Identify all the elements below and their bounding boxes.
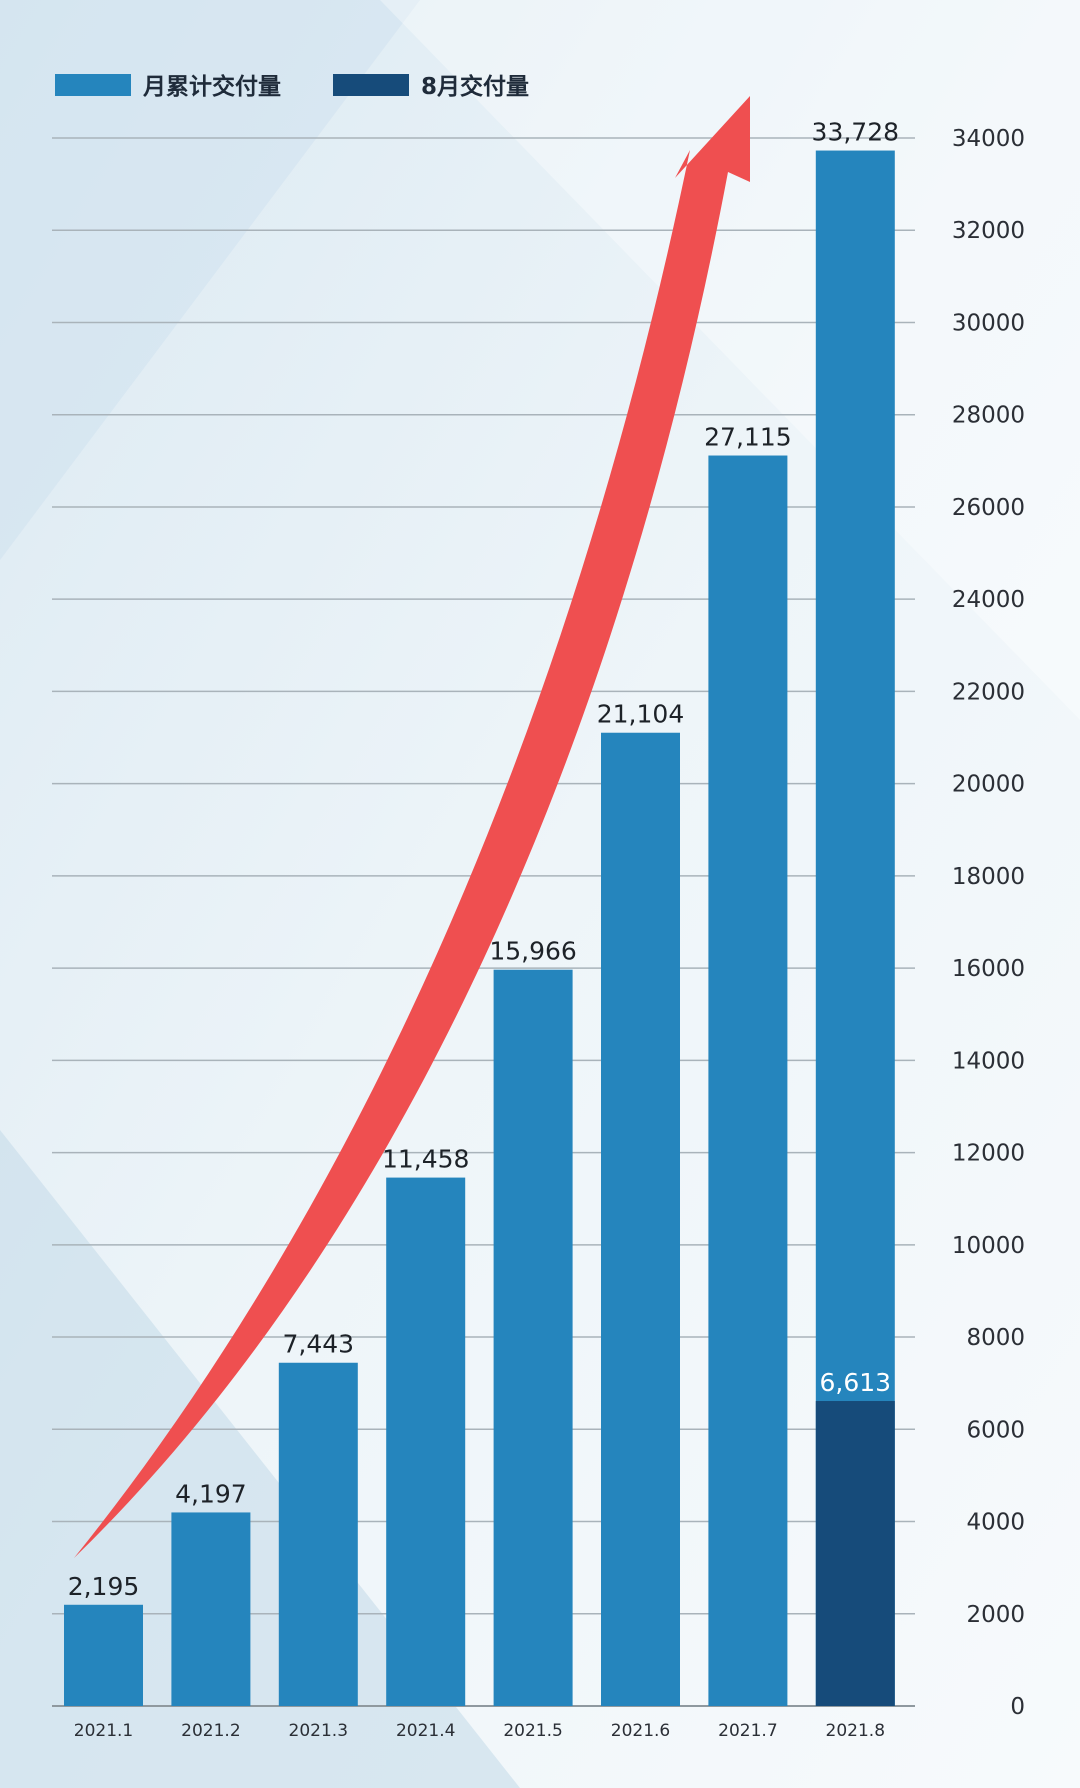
y-tick-label: 2000	[966, 1602, 1025, 1628]
bar-cumulative	[386, 1177, 466, 1706]
y-tick-label: 8000	[966, 1325, 1025, 1351]
x-axis-ticks: 2021.1 2021.2 2021.3 2021.4 2021.5 2021.6 2021…	[74, 1721, 885, 1741]
y-tick-label: 28000	[952, 403, 1025, 429]
y-tick-label: 12000	[952, 1141, 1025, 1167]
x-tick-label: 2021.8	[826, 1721, 885, 1741]
bar-cumulative	[278, 1362, 358, 1706]
data-label-august: 6,613	[820, 1368, 892, 1397]
y-tick-label: 16000	[952, 956, 1025, 982]
y-tick-label: 4000	[966, 1510, 1025, 1536]
y-tick-label: 6000	[966, 1417, 1025, 1443]
trend-arrow	[74, 96, 750, 1558]
y-tick-label: 20000	[952, 772, 1025, 798]
background-facet	[0, 0, 420, 560]
bar-cumulative	[64, 1604, 143, 1706]
background-facet	[380, 0, 1080, 720]
x-tick-label: 2021.6	[611, 1721, 670, 1741]
data-label-cumulative: 7,443	[283, 1330, 355, 1359]
legend-swatch-august	[333, 74, 409, 96]
x-tick-label: 2021.7	[718, 1721, 777, 1741]
x-tick-label: 2021.3	[289, 1721, 348, 1741]
y-tick-label: 22000	[952, 679, 1025, 705]
data-label-cumulative: 2,195	[68, 1572, 140, 1601]
y-tick-label: 26000	[952, 495, 1025, 521]
y-tick-label: 30000	[952, 310, 1025, 336]
bars	[64, 150, 895, 1707]
y-tick-label: 10000	[952, 1233, 1025, 1259]
y-tick-label: 34000	[952, 126, 1025, 152]
legend: 月累计交付量 8月交付量	[55, 73, 529, 100]
data-label-cumulative: 11,458	[382, 1145, 469, 1174]
bar-cumulative	[171, 1512, 251, 1706]
data-labels: 2,195 4,197 7,443 11,458 15,966 21,104 27,115 3…	[68, 118, 899, 1601]
x-tick-label: 2021.2	[181, 1721, 240, 1741]
legend-label-cumulative: 月累计交付量	[142, 73, 281, 100]
bar-cumulative	[601, 732, 680, 1706]
y-tick-label: 0	[1010, 1694, 1025, 1720]
legend-label-august: 8月交付量	[421, 73, 529, 100]
trend-arrow-shape	[74, 96, 750, 1558]
y-tick-label: 18000	[952, 864, 1025, 890]
bar-cumulative	[493, 969, 573, 1706]
data-label-cumulative: 15,966	[489, 937, 576, 966]
data-label-cumulative: 33,728	[812, 118, 899, 147]
data-label-cumulative: 27,115	[704, 423, 791, 452]
y-tick-label: 14000	[952, 1048, 1025, 1074]
bar-cumulative	[708, 455, 788, 1706]
y-tick-label: 24000	[952, 587, 1025, 613]
data-label-cumulative: 4,197	[175, 1479, 247, 1508]
x-tick-label: 2021.4	[396, 1721, 455, 1741]
legend-swatch-cumulative	[55, 74, 131, 96]
x-tick-label: 2021.5	[503, 1721, 562, 1741]
bar-august	[815, 1401, 895, 1706]
y-tick-label: 32000	[952, 218, 1025, 244]
data-label-cumulative: 21,104	[597, 700, 684, 729]
y-axis-ticks: 0 2000 4000 6000 8000 10000 12000 14000 16000 180…	[952, 126, 1025, 1720]
x-tick-label: 2021.1	[74, 1721, 133, 1741]
